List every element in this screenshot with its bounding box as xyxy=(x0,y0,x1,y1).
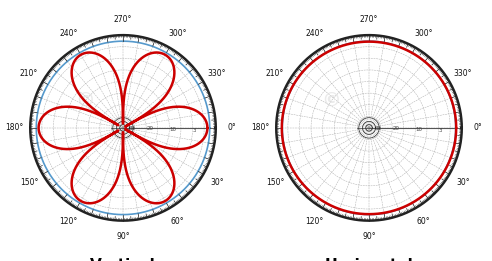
Text: 150°: 150° xyxy=(266,178,284,187)
Text: 0°: 0° xyxy=(227,123,236,132)
Text: 240°: 240° xyxy=(306,29,324,38)
Text: 120°: 120° xyxy=(306,217,324,226)
Text: 30°: 30° xyxy=(210,178,224,187)
Text: 300°: 300° xyxy=(414,29,432,38)
Text: 30: 30 xyxy=(375,126,382,130)
Text: 3: 3 xyxy=(192,128,196,133)
Text: 180°: 180° xyxy=(5,123,24,132)
Text: 30°: 30° xyxy=(456,178,470,187)
Text: 10: 10 xyxy=(415,127,422,132)
Text: ©: © xyxy=(75,92,95,111)
Text: 90°: 90° xyxy=(362,232,376,241)
Text: 20: 20 xyxy=(146,126,153,131)
Text: 240°: 240° xyxy=(60,29,78,38)
Text: 210°: 210° xyxy=(20,69,38,78)
Text: 90°: 90° xyxy=(116,232,130,241)
Text: 20: 20 xyxy=(392,126,399,131)
Text: 60°: 60° xyxy=(416,217,430,226)
Text: 210°: 210° xyxy=(266,69,284,78)
Text: 60°: 60° xyxy=(170,217,184,226)
Text: 120°: 120° xyxy=(60,217,78,226)
Text: 3: 3 xyxy=(438,128,442,133)
Text: 270°: 270° xyxy=(114,15,132,24)
Title: Vertical: Vertical xyxy=(90,258,156,261)
Text: 330°: 330° xyxy=(208,69,226,78)
Text: 150°: 150° xyxy=(20,178,38,187)
Title: Horizontal: Horizontal xyxy=(325,258,413,261)
Text: 10: 10 xyxy=(169,127,176,132)
Text: 270°: 270° xyxy=(360,15,378,24)
Text: 330°: 330° xyxy=(454,69,472,78)
Text: 30: 30 xyxy=(129,126,136,130)
Text: 0°: 0° xyxy=(473,123,482,132)
Text: 180°: 180° xyxy=(251,123,270,132)
Text: 300°: 300° xyxy=(168,29,186,38)
Text: ©: © xyxy=(321,92,341,111)
